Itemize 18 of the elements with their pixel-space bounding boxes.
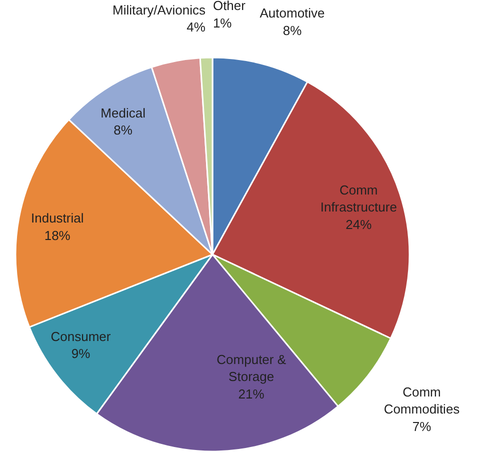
slice-label: Automotive — [260, 6, 325, 21]
data-label: 9% — [71, 346, 91, 362]
data-label: 1% — [212, 15, 232, 30]
slice-label: Industrial — [30, 210, 84, 226]
slice-label: Computer & Storage — [216, 352, 286, 384]
slice-label: Other — [212, 0, 246, 14]
slice-label: Comm Infrastructure — [320, 182, 397, 215]
data-label: 7% — [412, 418, 432, 434]
data-label: 8% — [282, 22, 302, 38]
data-label: 24% — [346, 216, 372, 232]
data-label: 21% — [238, 386, 265, 402]
slice-label: Comm Commodities — [384, 384, 460, 417]
data-label: 8% — [114, 122, 133, 138]
data-label: 4% — [186, 20, 206, 35]
slice-label: Military/Avionics — [112, 2, 206, 18]
slice-label: Consumer — [50, 328, 112, 344]
slice-label: Medical — [100, 105, 146, 120]
data-label: 18% — [44, 228, 71, 243]
